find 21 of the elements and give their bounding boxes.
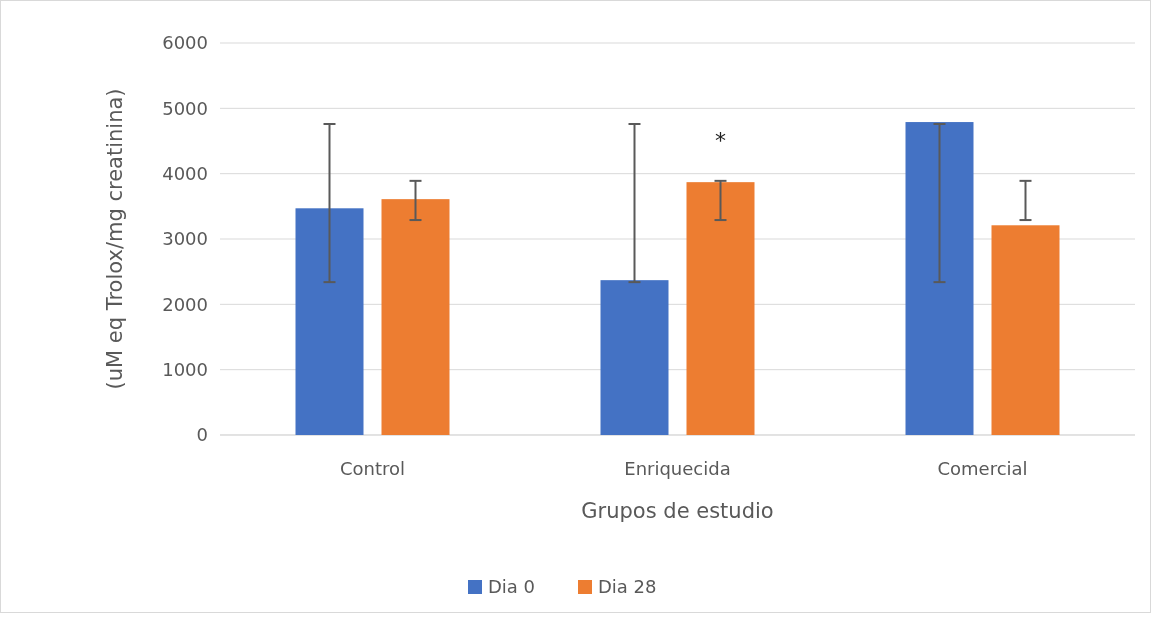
bar (381, 199, 450, 435)
y-tick-label: 1000 (162, 358, 208, 380)
bar (295, 208, 364, 435)
x-tick-label: Enriquecida (624, 458, 731, 479)
y-axis-title: (uM eq Trolox/mg creatinina) (103, 88, 127, 390)
legend-label: Dia 28 (598, 576, 657, 598)
bar (905, 122, 974, 435)
y-tick-label: 6000 (162, 32, 208, 54)
y-tick-label: 5000 (162, 97, 208, 119)
x-tick-label: Control (339, 458, 406, 479)
bar (600, 280, 669, 435)
x-axis-title: Grupos de estudio (581, 499, 774, 523)
bar (991, 225, 1060, 435)
y-tick-label: 0 (196, 424, 208, 446)
y-tick-label: 3000 (162, 228, 208, 250)
annotation: * (715, 128, 726, 153)
x-tick-label: Comercial (937, 458, 1028, 479)
bar (686, 182, 755, 435)
y-tick-label: 2000 (162, 293, 208, 315)
legend-label: Dia 0 (488, 576, 536, 598)
y-tick-label: 4000 (162, 162, 208, 184)
